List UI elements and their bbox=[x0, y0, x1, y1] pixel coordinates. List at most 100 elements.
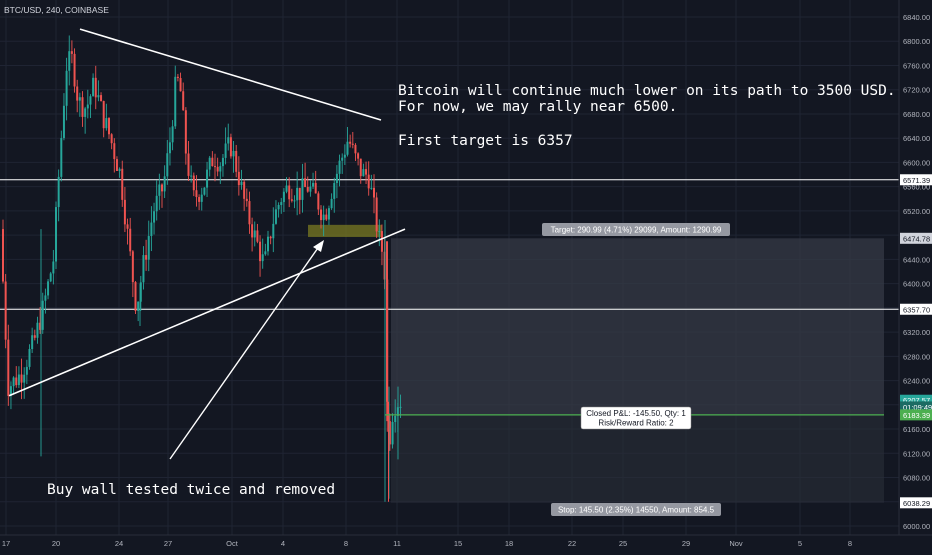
candle[interactable] bbox=[81, 91, 84, 127]
annotation-rally[interactable]: For now, we may rally near 6500. bbox=[398, 99, 677, 115]
candle[interactable] bbox=[52, 249, 55, 285]
candle[interactable] bbox=[251, 217, 254, 252]
candle[interactable] bbox=[139, 275, 142, 311]
candle[interactable] bbox=[15, 366, 18, 388]
candle[interactable] bbox=[7, 324, 10, 406]
candle[interactable] bbox=[47, 279, 50, 300]
candle[interactable] bbox=[28, 344, 31, 370]
candlestick-series[interactable] bbox=[2, 35, 402, 502]
candle[interactable] bbox=[17, 366, 20, 389]
stop-label-box[interactable]: Stop: 145.50 (2.35%) 14550, Amount: 854.… bbox=[551, 503, 721, 516]
target-label-box[interactable]: Target: 290.99 (4.71%) 29099, Amount: 12… bbox=[542, 223, 730, 236]
candle[interactable] bbox=[60, 130, 63, 182]
candle[interactable] bbox=[97, 80, 100, 102]
price-badge[interactable]: 6183.39 bbox=[900, 409, 932, 421]
candle[interactable] bbox=[317, 191, 320, 216]
candle[interactable] bbox=[25, 359, 28, 385]
candle[interactable] bbox=[272, 207, 275, 253]
candle[interactable] bbox=[108, 117, 110, 139]
candle[interactable] bbox=[182, 82, 185, 111]
candle[interactable] bbox=[267, 230, 269, 256]
candle[interactable] bbox=[118, 167, 121, 178]
candle[interactable] bbox=[78, 92, 81, 117]
candle[interactable] bbox=[31, 327, 34, 353]
candle[interactable] bbox=[187, 140, 190, 182]
candle[interactable] bbox=[388, 413, 391, 451]
candle[interactable] bbox=[256, 223, 259, 244]
candle[interactable] bbox=[216, 157, 219, 177]
candle[interactable] bbox=[206, 161, 209, 197]
candle[interactable] bbox=[12, 376, 15, 395]
candle[interactable] bbox=[100, 92, 103, 102]
candle[interactable] bbox=[298, 187, 301, 215]
price-badge[interactable]: 6207.57 bbox=[900, 394, 932, 406]
candle[interactable] bbox=[343, 144, 346, 165]
candle[interactable] bbox=[304, 162, 307, 188]
candle[interactable] bbox=[155, 180, 158, 221]
candle[interactable] bbox=[240, 169, 243, 190]
candle[interactable] bbox=[290, 188, 293, 203]
candle[interactable] bbox=[351, 131, 354, 149]
candle[interactable] bbox=[264, 243, 267, 256]
candle[interactable] bbox=[312, 172, 315, 190]
candle[interactable] bbox=[235, 144, 238, 178]
candle[interactable] bbox=[349, 134, 352, 148]
pnl-label-box[interactable]: Closed P&L: -145.50, Qty: 1 Risk/Reward … bbox=[580, 406, 692, 430]
candle[interactable] bbox=[333, 177, 336, 213]
candle[interactable] bbox=[86, 89, 89, 119]
candle[interactable] bbox=[248, 191, 251, 234]
candle[interactable] bbox=[200, 187, 203, 211]
candle[interactable] bbox=[367, 161, 370, 196]
candle[interactable] bbox=[375, 192, 378, 238]
candle[interactable] bbox=[57, 169, 60, 222]
candle[interactable] bbox=[237, 156, 240, 196]
candle[interactable] bbox=[282, 188, 285, 213]
candle[interactable] bbox=[354, 143, 357, 162]
candle[interactable] bbox=[110, 133, 113, 150]
candle[interactable] bbox=[327, 205, 330, 226]
candle[interactable] bbox=[306, 176, 309, 193]
candle[interactable] bbox=[293, 195, 296, 209]
candle[interactable] bbox=[36, 316, 39, 344]
candle[interactable] bbox=[190, 165, 193, 183]
candle[interactable] bbox=[2, 219, 4, 284]
candle[interactable] bbox=[253, 221, 256, 247]
candle[interactable] bbox=[137, 301, 140, 322]
candle[interactable] bbox=[259, 235, 262, 277]
candle[interactable] bbox=[285, 177, 288, 194]
candle[interactable] bbox=[105, 103, 108, 131]
candle[interactable] bbox=[208, 155, 211, 177]
candle[interactable] bbox=[192, 172, 195, 197]
candle[interactable] bbox=[134, 280, 137, 315]
candle[interactable] bbox=[145, 239, 148, 271]
buy-wall-zone[interactable] bbox=[308, 224, 382, 237]
candle[interactable] bbox=[55, 201, 57, 269]
candle[interactable] bbox=[153, 202, 156, 235]
candle[interactable] bbox=[335, 165, 338, 199]
horizontal-levels[interactable] bbox=[0, 179, 899, 310]
candle[interactable] bbox=[232, 140, 235, 173]
price-badge[interactable]: 6357.70 bbox=[900, 303, 932, 315]
candle[interactable] bbox=[373, 174, 375, 214]
candle[interactable] bbox=[33, 329, 36, 341]
price-badge[interactable]: 01:09:49 bbox=[900, 401, 932, 413]
candle[interactable] bbox=[168, 127, 171, 166]
candle[interactable] bbox=[277, 202, 280, 218]
candle[interactable] bbox=[89, 94, 92, 119]
candle[interactable] bbox=[370, 174, 373, 190]
candle[interactable] bbox=[362, 163, 365, 177]
candle[interactable] bbox=[211, 151, 214, 167]
candle[interactable] bbox=[261, 238, 264, 269]
candle[interactable] bbox=[229, 133, 232, 159]
candle[interactable] bbox=[219, 162, 222, 184]
candle[interactable] bbox=[320, 205, 322, 229]
candle[interactable] bbox=[49, 271, 52, 283]
candle[interactable] bbox=[70, 40, 73, 64]
candle[interactable] bbox=[203, 187, 206, 196]
candle[interactable] bbox=[274, 200, 277, 225]
stop-zone[interactable] bbox=[391, 414, 884, 503]
price-badge[interactable]: 6571.39 bbox=[900, 174, 932, 186]
candle[interactable] bbox=[44, 288, 47, 314]
annotation-bitcoin-lower[interactable]: Bitcoin will continue much lower on its … bbox=[398, 83, 896, 99]
